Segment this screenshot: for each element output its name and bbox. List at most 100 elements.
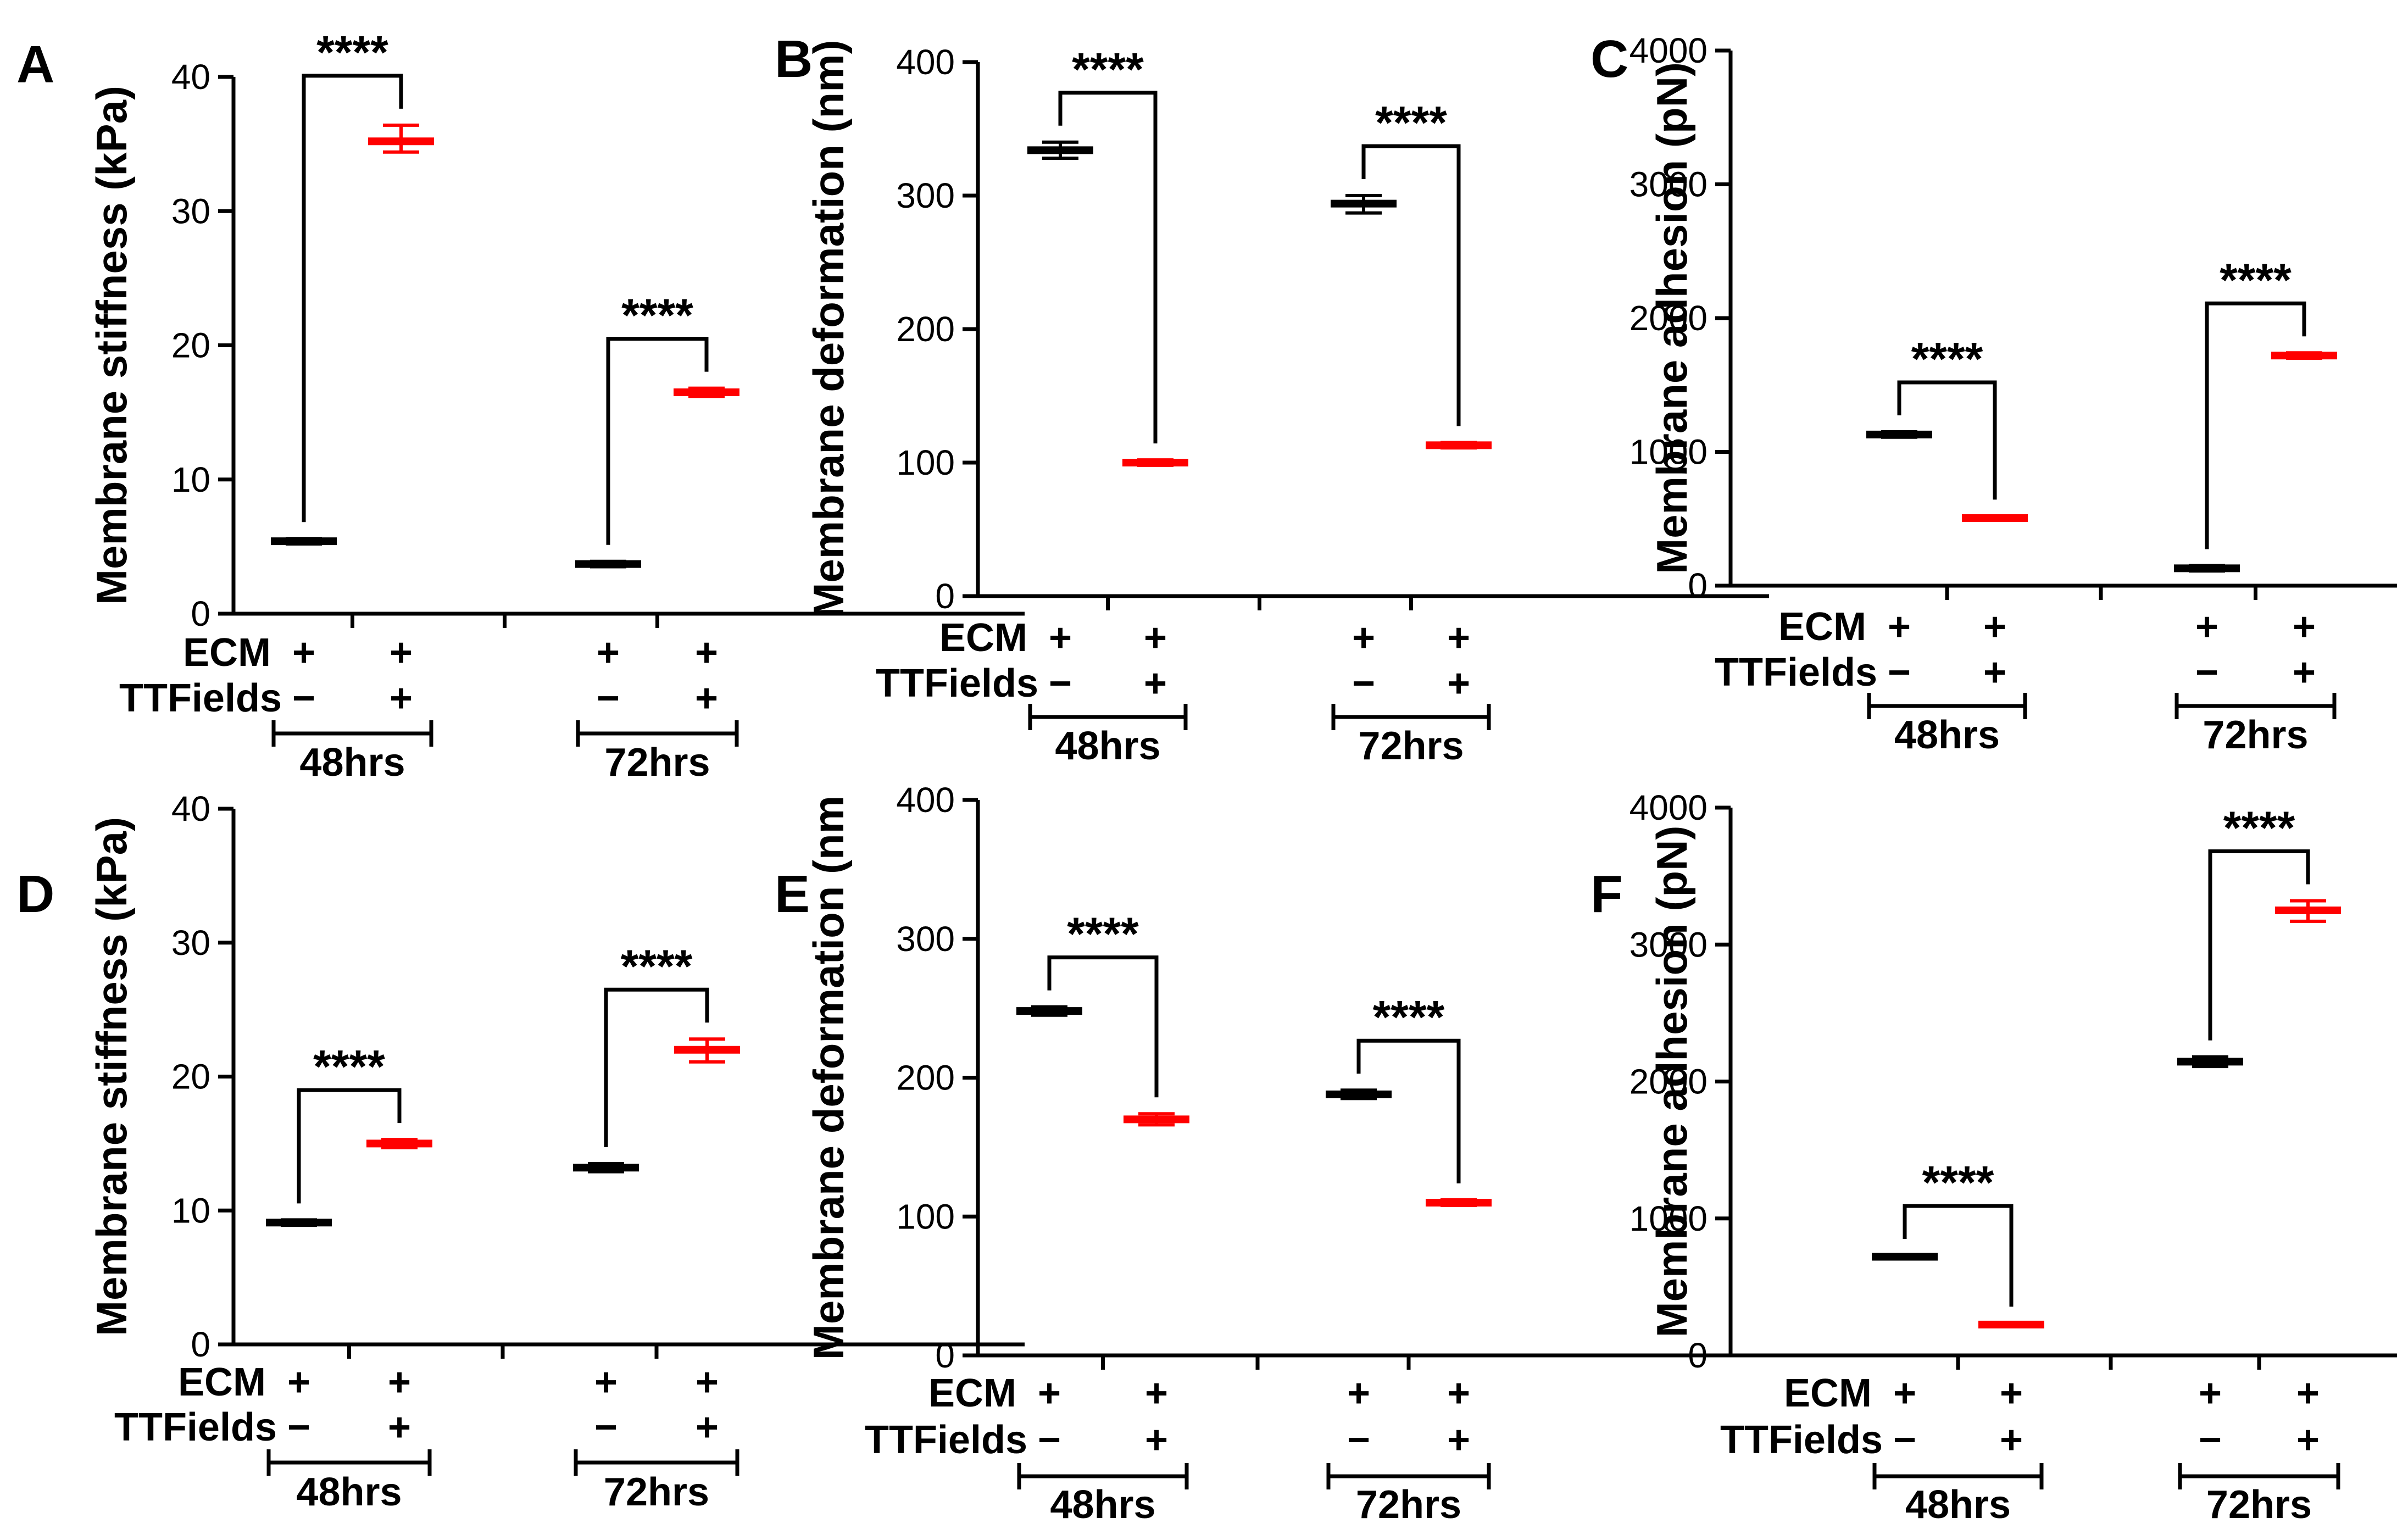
- significance-label: ****: [1067, 908, 1139, 960]
- control-point-48hrs: [266, 1218, 332, 1227]
- y-tick-label: 20: [171, 1057, 210, 1097]
- ecm-symbol: +: [2296, 1371, 2320, 1415]
- control-point-48hrs: [1866, 430, 1932, 439]
- treated-point-48hrs: [1962, 514, 2028, 522]
- y-tick-label: 4000: [1629, 31, 1708, 70]
- ttfields-symbol: +: [1447, 661, 1470, 705]
- ecm-row-label: ECM: [1784, 1371, 1872, 1415]
- ttfields-symbol: −: [2195, 651, 2218, 694]
- y-tick-label: 2000: [1629, 298, 1708, 338]
- time-bracket: [1867, 693, 2027, 719]
- time-label: 48hrs: [1894, 713, 2000, 757]
- y-tick-label: 30: [171, 923, 210, 963]
- time-bracket: [1872, 1463, 2044, 1489]
- significance-label: ****: [621, 940, 693, 992]
- y-tick-label: 10: [171, 1191, 210, 1230]
- time-label: 48hrs: [1050, 1483, 1155, 1527]
- ecm-symbol: +: [696, 1360, 719, 1404]
- ttfields-symbol: −: [1038, 1418, 1061, 1462]
- y-tick-label: 300: [896, 919, 955, 959]
- ecm-symbol: +: [1038, 1371, 1061, 1415]
- y-tick-label: 400: [896, 780, 955, 820]
- panel-c: C Membrane adhesion (pN)0 1000 2000 3000 4000…: [1590, 30, 2397, 757]
- ecm-row-label: ECM: [928, 1371, 1016, 1415]
- ecm-symbol: +: [1347, 1371, 1370, 1415]
- ecm-symbol: +: [390, 631, 413, 675]
- ttfields-symbol: +: [388, 1405, 411, 1449]
- ttfields-symbol: −: [1352, 661, 1375, 705]
- y-tick-label: 4000: [1629, 788, 1708, 827]
- significance-label: ****: [1375, 97, 1447, 148]
- ecm-symbol: +: [1888, 605, 1911, 649]
- y-tick-label: 30: [171, 191, 210, 231]
- y-tick-label: 100: [896, 1197, 955, 1236]
- y-tick-label: 40: [171, 789, 210, 829]
- y-axis-label: Membrane deformation (nm): [804, 40, 853, 618]
- y-axis-label: Membrane stiffness (kPa): [87, 817, 136, 1336]
- significance-bracket: [2205, 301, 2306, 549]
- ttfields-symbol: +: [696, 1405, 719, 1449]
- panel-letter: A: [16, 35, 54, 94]
- ecm-symbol: +: [597, 631, 620, 675]
- ttfields-symbol: −: [287, 1405, 310, 1449]
- y-tick-label: 3000: [1629, 165, 1708, 204]
- y-axis-label: Membrane stiffness (kPa): [87, 86, 136, 605]
- ecm-row-label: ECM: [1778, 605, 1866, 649]
- control-point-48hrs: [1027, 140, 1093, 160]
- time-label: 72hrs: [604, 741, 710, 785]
- time-bracket: [1331, 704, 1491, 730]
- control-point-72hrs: [573, 1161, 639, 1174]
- y-axis-label: Membrane deformation (nm: [804, 796, 853, 1360]
- control-point-72hrs: [1331, 194, 1397, 215]
- ttfields-symbol: +: [1983, 651, 2006, 694]
- y-tick-label: 100: [896, 443, 955, 482]
- y-tick-label: 1000: [1629, 1199, 1708, 1238]
- time-label: 72hrs: [604, 1470, 709, 1514]
- y-tick-label: 2000: [1629, 1062, 1708, 1102]
- ttfields-symbol: −: [292, 676, 315, 720]
- ttfields-symbol: −: [1893, 1418, 1916, 1462]
- significance-bracket: [1058, 91, 1158, 444]
- treated-point-72hrs: [1426, 1198, 1492, 1208]
- y-axis-label: Membrane adhesion (pN): [1648, 62, 1696, 574]
- ttfields-row-label: TTFields: [1715, 651, 1877, 694]
- significance-label: ****: [316, 26, 388, 78]
- significance-bracket: [1047, 955, 1159, 1098]
- treated-point-72hrs: [674, 1037, 740, 1064]
- significance-label: ****: [1072, 43, 1144, 95]
- panel-letter: C: [1590, 30, 1628, 88]
- panel-letter: F: [1590, 865, 1623, 924]
- ttfields-symbol: −: [1347, 1418, 1370, 1462]
- y-tick-label: 400: [896, 42, 955, 82]
- ecm-symbol: +: [1145, 1371, 1168, 1415]
- y-tick-label: 20: [171, 326, 210, 365]
- significance-bracket: [302, 74, 403, 522]
- ecm-symbol: +: [388, 1360, 411, 1404]
- ttfields-symbol: +: [695, 676, 718, 720]
- time-label: 72hrs: [1356, 1483, 1461, 1527]
- control-point-48hrs: [271, 537, 337, 546]
- ttfields-symbol: +: [1144, 661, 1167, 705]
- ttfields-symbol: +: [1447, 1418, 1470, 1462]
- ecm-symbol: +: [1447, 1371, 1470, 1415]
- significance-label: ****: [2223, 802, 2295, 853]
- y-tick-label: 0: [191, 594, 210, 633]
- time-label: 72hrs: [2206, 1483, 2312, 1527]
- time-bracket: [576, 720, 739, 747]
- y-tick-label: 200: [896, 1058, 955, 1098]
- significance-bracket: [1356, 1038, 1461, 1183]
- significance-bracket: [1903, 1204, 2014, 1307]
- ttfields-symbol: +: [2000, 1418, 2023, 1462]
- treated-point-72hrs: [2275, 899, 2341, 923]
- time-bracket: [2178, 1463, 2340, 1489]
- ecm-symbol: +: [2199, 1371, 2222, 1415]
- y-tick-label: 200: [896, 309, 955, 349]
- significance-label: ****: [2220, 254, 2292, 305]
- ecm-symbol: +: [1144, 616, 1167, 660]
- ttfields-row-label: TTFields: [876, 661, 1038, 705]
- time-bracket: [2174, 693, 2337, 719]
- time-bracket: [1017, 1463, 1189, 1489]
